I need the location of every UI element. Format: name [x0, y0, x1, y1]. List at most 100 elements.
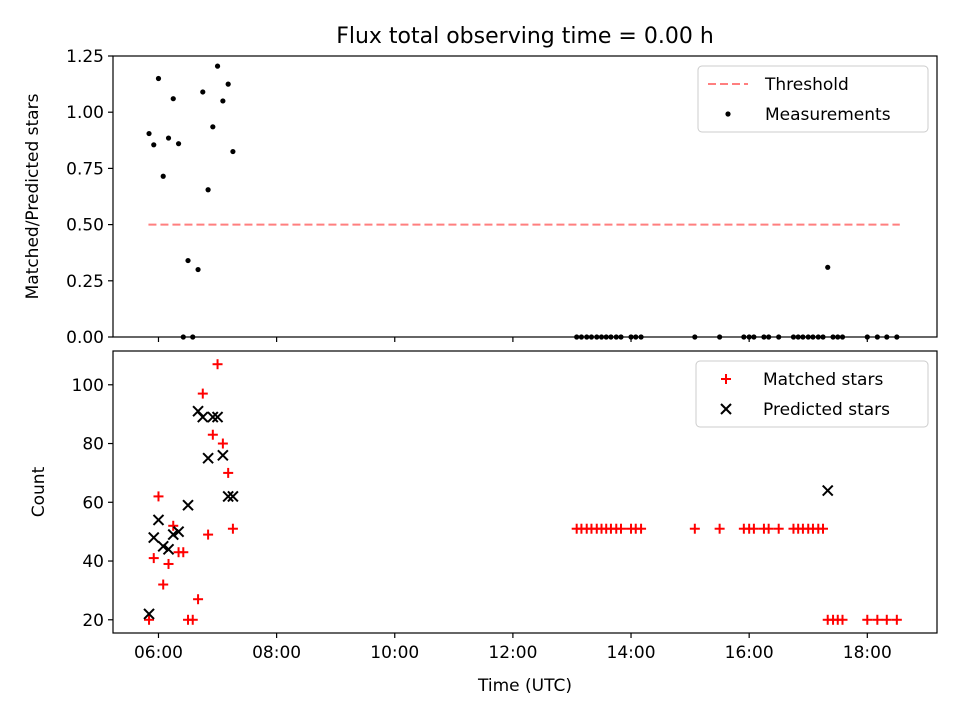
measurement-point: [230, 148, 236, 155]
y-tick-label: 0.50: [66, 216, 104, 236]
matched-star-point: [158, 579, 169, 590]
predicted-star-point: [148, 531, 160, 544]
measurement-point: [210, 124, 216, 130]
measurement-point: [165, 135, 172, 141]
bottom-x-axis: 06:00 08:00 10:00 12:00 14:00 16:00 18:00: [134, 633, 892, 663]
predicted-star-point: [211, 411, 224, 423]
legend-label: Matched stars: [763, 370, 883, 390]
y-tick-label: 80: [82, 435, 104, 455]
matched-star-point: [207, 429, 218, 440]
bottom-axes-frame: [112, 350, 938, 634]
top-axes: 0.00 0.25 0.50 0.75 1.00 1.25 Matched/Predict…: [23, 47, 938, 348]
bottom-legend: Matched stars Predicted stars: [695, 360, 929, 428]
predicted-star-point: [162, 543, 175, 555]
predicted-star-point: [217, 449, 229, 461]
x-tick-label: 10:00: [370, 643, 419, 663]
y-tick-label: 1.00: [66, 103, 104, 123]
predicted-star-point: [167, 528, 179, 541]
matched-star-point: [203, 529, 214, 540]
predicted-star-point: [152, 514, 165, 526]
matched-star-point: [748, 523, 759, 534]
legend-label: Measurements: [765, 105, 891, 125]
predicted-star-point: [143, 608, 155, 620]
measurement-point: [195, 266, 201, 273]
legend-matched-swatch: [721, 374, 731, 384]
measurement-point: [185, 257, 191, 264]
matched-star-point: [862, 614, 873, 625]
x-tick-label: 14:00: [607, 643, 656, 663]
matched-star-point: [837, 614, 848, 625]
predicted-star-point: [227, 490, 239, 503]
x-tick-label: 16:00: [725, 643, 774, 663]
bottom-x-axis-label: Time (UTC): [477, 676, 572, 696]
bottom-y-axis-label: Count: [29, 466, 49, 517]
measurement-point: [155, 75, 162, 82]
measurement-point: [175, 141, 182, 147]
legend-box: [697, 65, 929, 133]
top-legend: Threshold Measurements: [697, 65, 929, 133]
matched-star-point: [153, 491, 164, 502]
matched-star-point: [689, 523, 700, 534]
legend-label: Threshold: [764, 75, 849, 95]
matched-star-point: [872, 614, 883, 625]
y-tick-label: 60: [82, 493, 104, 513]
measurement-point: [225, 81, 231, 87]
measurement-point: [214, 63, 221, 69]
y-tick-label: 0.25: [66, 272, 104, 292]
measurement-point: [220, 98, 226, 104]
matched-star-point: [881, 614, 892, 625]
measurement-point: [160, 173, 166, 179]
y-tick-label: 40: [82, 552, 104, 572]
y-tick-label: 1.25: [66, 47, 104, 67]
x-tick-label: 18:00: [843, 643, 892, 663]
bottom-plot-area: [143, 359, 902, 625]
matched-star-point: [168, 520, 179, 531]
matched-star-point: [773, 523, 784, 534]
legend-box: [695, 360, 929, 428]
matched-star-point: [148, 553, 159, 564]
y-tick-label: 100: [72, 376, 104, 396]
top-axes-frame: [112, 55, 938, 338]
bottom-y-axis: 20 40 60 80 100: [72, 376, 113, 631]
measurement-point: [200, 89, 206, 95]
matched-star-point: [187, 614, 198, 625]
top-x-axis: [157, 337, 868, 342]
matched-star-point: [163, 558, 174, 569]
predicted-star-point: [172, 525, 185, 538]
matched-star-point: [227, 523, 238, 534]
matched-star-point: [217, 438, 228, 449]
matched-star-point: [714, 523, 725, 534]
top-y-axis-label: Matched/Predicted stars: [23, 93, 43, 299]
matched-star-point: [178, 547, 189, 558]
predicted-star-point: [157, 540, 169, 553]
y-tick-label: 0.75: [66, 159, 104, 179]
bottom-axes: 20 40 60 80 100 06:00 08:00 10:00 12:00 14:00 16:…: [29, 350, 938, 696]
matched-star-point: [212, 359, 223, 370]
legend-predicted-swatch: [720, 403, 732, 415]
matched-star-point: [193, 594, 204, 605]
y-tick-label: 0.00: [66, 328, 104, 348]
predicted-star-point: [222, 490, 234, 503]
measurement-point: [146, 130, 152, 137]
measurement-point: [205, 187, 211, 193]
matched-star-point: [763, 523, 774, 534]
matched-star-point: [636, 523, 647, 534]
measurement-point: [170, 96, 176, 102]
legend-measurement-swatch: [725, 111, 731, 117]
x-tick-label: 08:00: [252, 643, 301, 663]
predicted-star-point: [182, 499, 194, 511]
predicted-star-point: [197, 411, 209, 423]
matched-star-point: [891, 614, 902, 625]
measurement-point: [825, 264, 831, 270]
matched-star-point: [197, 388, 208, 399]
x-tick-label: 06:00: [134, 643, 183, 663]
predicted-star-point: [207, 411, 219, 423]
predicted-star-point: [202, 452, 214, 464]
matched-star-point: [615, 523, 626, 534]
figure-title: Flux total observing time = 0.00 h: [336, 24, 714, 49]
top-y-axis: 0.00 0.25 0.50 0.75 1.00 1.25: [66, 47, 113, 348]
matched-star-point: [144, 614, 155, 625]
measurement-point: [151, 142, 157, 148]
y-tick-label: 20: [82, 611, 104, 631]
